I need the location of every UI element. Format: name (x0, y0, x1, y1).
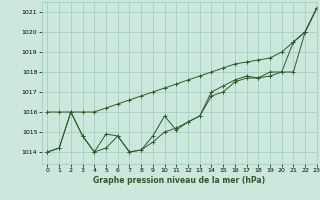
X-axis label: Graphe pression niveau de la mer (hPa): Graphe pression niveau de la mer (hPa) (93, 176, 265, 185)
